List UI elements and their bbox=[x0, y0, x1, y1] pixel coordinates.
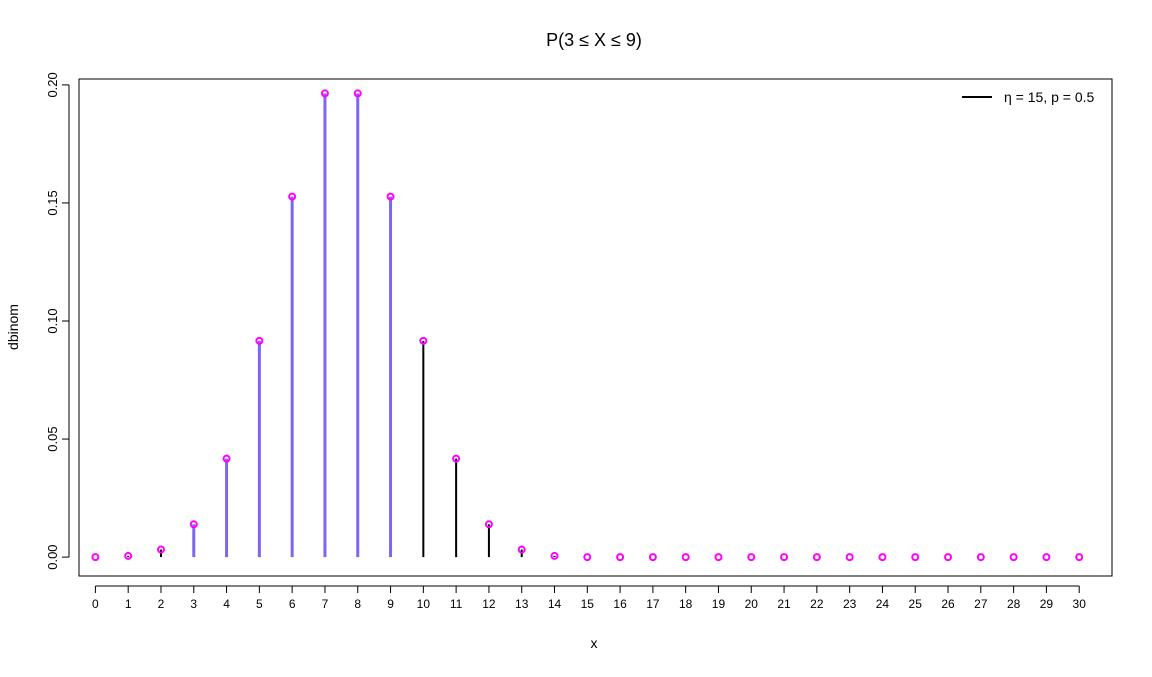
y-tick-label: 0.15 bbox=[45, 190, 60, 215]
x-tick-label: 2 bbox=[158, 597, 165, 611]
data-point bbox=[747, 553, 756, 562]
data-point bbox=[845, 553, 854, 562]
data-point bbox=[1075, 553, 1084, 562]
x-tick-label: 4 bbox=[223, 597, 230, 611]
x-tick-label: 16 bbox=[613, 597, 627, 611]
y-tick-label: 0.00 bbox=[45, 544, 60, 569]
x-tick-label: 28 bbox=[1007, 597, 1021, 611]
stems-layer bbox=[127, 93, 556, 558]
data-point bbox=[484, 520, 493, 529]
x-tick-label: 22 bbox=[810, 597, 824, 611]
data-point bbox=[222, 454, 231, 463]
data-point bbox=[156, 545, 165, 554]
x-tick-label: 18 bbox=[679, 597, 693, 611]
data-point bbox=[91, 553, 100, 562]
data-point bbox=[386, 192, 395, 201]
data-point bbox=[452, 454, 461, 463]
data-point bbox=[189, 520, 198, 529]
data-point bbox=[1009, 553, 1018, 562]
x-tick-label: 25 bbox=[909, 597, 923, 611]
x-tick-label: 10 bbox=[417, 597, 431, 611]
x-tick-label: 5 bbox=[256, 597, 263, 611]
data-point bbox=[714, 553, 723, 562]
x-tick-label: 21 bbox=[777, 597, 791, 611]
x-tick-label: 17 bbox=[646, 597, 660, 611]
data-point bbox=[976, 553, 985, 562]
data-point bbox=[320, 89, 329, 98]
data-point bbox=[124, 551, 133, 560]
x-tick-label: 11 bbox=[450, 597, 463, 611]
x-tick-label: 12 bbox=[482, 597, 496, 611]
x-axis: 0 1 2 3 4 5 6 7 8 9 10 11 12 13 14 15 16 17 18 19 20 21 22 23 24… bbox=[92, 585, 1087, 611]
data-point bbox=[550, 551, 559, 560]
x-tick-label: 29 bbox=[1040, 597, 1054, 611]
x-tick-label: 15 bbox=[581, 597, 595, 611]
legend-label: η = 15, p = 0.5 bbox=[1004, 89, 1095, 105]
plot-frame bbox=[78, 78, 1113, 577]
x-tick-label: 24 bbox=[876, 597, 890, 611]
data-point bbox=[1042, 553, 1051, 562]
data-point bbox=[583, 553, 592, 562]
data-point bbox=[648, 553, 657, 562]
data-point bbox=[780, 553, 789, 562]
x-tick-label: 14 bbox=[548, 597, 562, 611]
data-point bbox=[681, 553, 690, 562]
y-tick-label: 0.20 bbox=[45, 72, 60, 97]
y-tick-label: 0.10 bbox=[45, 308, 60, 333]
x-tick-label: 19 bbox=[712, 597, 726, 611]
data-point bbox=[812, 553, 821, 562]
x-tick-label: 27 bbox=[974, 597, 988, 611]
data-point bbox=[353, 89, 362, 98]
x-tick-label: 7 bbox=[322, 597, 329, 611]
x-axis-label: x bbox=[591, 635, 598, 651]
legend: η = 15, p = 0.5 bbox=[962, 89, 1095, 105]
data-point bbox=[255, 336, 264, 345]
data-point bbox=[517, 545, 526, 554]
x-tick-label: 13 bbox=[515, 597, 529, 611]
y-axis-label: dbinom bbox=[5, 304, 21, 350]
points-layer bbox=[91, 89, 1084, 562]
x-tick-label: 20 bbox=[745, 597, 759, 611]
data-point bbox=[911, 553, 920, 562]
chart-title: P(3 ≤ X ≤ 9) bbox=[546, 30, 642, 50]
data-point bbox=[288, 192, 297, 201]
y-axis: 0.00 0.05 0.10 0.15 0.20 bbox=[45, 72, 70, 570]
data-point bbox=[616, 553, 625, 562]
data-point bbox=[419, 336, 428, 345]
x-tick-label: 3 bbox=[190, 597, 197, 611]
data-point bbox=[944, 553, 953, 562]
x-tick-label: 6 bbox=[289, 597, 296, 611]
data-point bbox=[878, 553, 887, 562]
x-tick-label: 9 bbox=[387, 597, 394, 611]
y-tick-label: 0.05 bbox=[45, 426, 60, 451]
x-tick-label: 8 bbox=[354, 597, 361, 611]
x-tick-label: 0 bbox=[92, 597, 99, 611]
x-tick-label: 26 bbox=[941, 597, 955, 611]
x-tick-label: 1 bbox=[125, 597, 132, 611]
x-tick-label: 30 bbox=[1073, 597, 1087, 611]
x-tick-label: 23 bbox=[843, 597, 857, 611]
